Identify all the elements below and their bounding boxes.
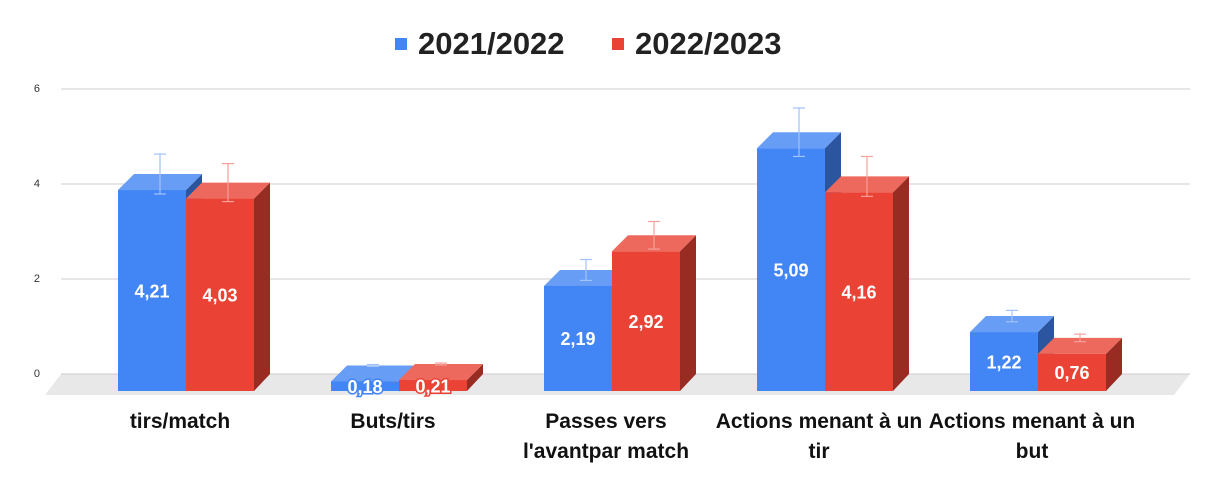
value-label: 4,21: [134, 281, 169, 301]
x-tick-label: Actions menant à un but: [928, 410, 1136, 463]
value-label: 2,19: [560, 329, 595, 349]
bar: [186, 198, 254, 391]
bar: [970, 332, 1038, 391]
bar: [757, 148, 825, 391]
value-label: 5,09: [773, 260, 808, 280]
value-label: 4,03: [202, 286, 237, 306]
value-label: 0,21: [415, 376, 450, 396]
bar-top: [1038, 337, 1122, 354]
bar-side: [680, 235, 696, 391]
value-label: 0,18: [347, 377, 382, 397]
value-label: 1,22: [986, 352, 1021, 372]
legend-label: 2021/2022: [418, 26, 565, 61]
x-tick-label: Passes vers l'avantpar match: [522, 410, 690, 463]
bar-top: [331, 365, 415, 382]
bar: [825, 192, 893, 391]
legend-swatch: [395, 38, 407, 50]
bar-side: [467, 364, 483, 391]
value-label: 2,92: [628, 312, 663, 332]
x-tick-label: tirs/match: [129, 410, 231, 433]
bar-top: [970, 316, 1054, 333]
bar: [544, 285, 612, 391]
y-tick-label: 4: [34, 178, 40, 190]
bar-top: [399, 364, 483, 381]
y-tick-label: 2: [34, 273, 40, 285]
bar-side: [893, 176, 909, 391]
x-tick-label: Actions menant à un tir: [715, 410, 923, 463]
legend-label: 2022/2023: [635, 26, 782, 61]
y-tick-label: 6: [34, 83, 40, 95]
bar-side: [1106, 337, 1122, 391]
x-tick-label: Buts/tirs: [350, 410, 436, 433]
bar: [399, 380, 467, 391]
bar: [1038, 353, 1106, 391]
bar: [612, 251, 680, 391]
legend-swatch: [612, 38, 624, 50]
bar: [118, 190, 186, 391]
value-label: 0,76: [1054, 363, 1089, 383]
bar-side: [254, 182, 270, 391]
value-label: 4,16: [841, 282, 876, 302]
bar: [331, 381, 399, 391]
y-tick-label: 0: [34, 368, 40, 380]
